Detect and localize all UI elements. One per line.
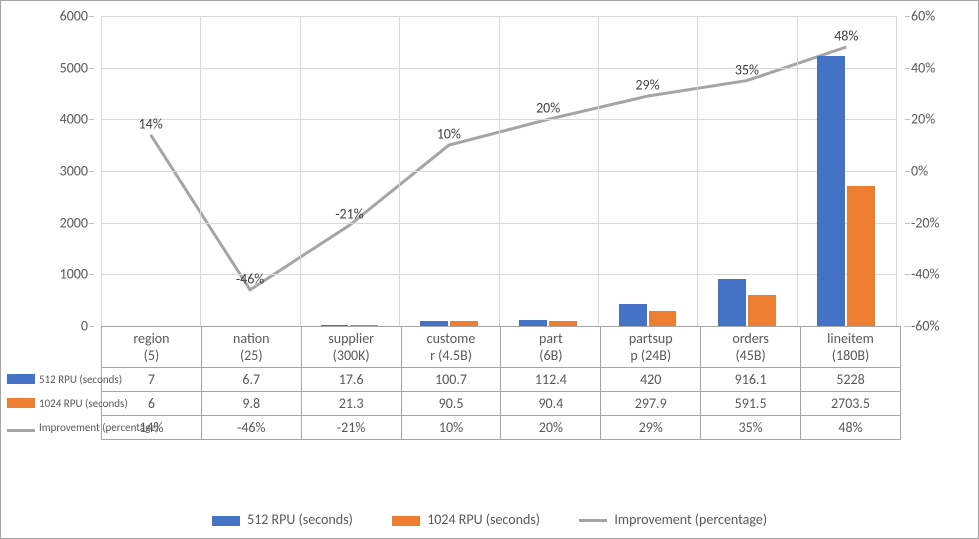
table-cell: 112.4 (501, 368, 601, 392)
category-separator (896, 16, 897, 326)
table-row-label: 1024 RPU (seconds) (1, 397, 97, 410)
table-cell: 9.8 (201, 392, 301, 416)
category-separator (101, 16, 102, 326)
line-data-label: -46% (236, 270, 265, 287)
y-left-tick-label: 3000 (60, 163, 88, 180)
legend-label-b: 1024 RPU (seconds) (427, 511, 540, 528)
legend-swatch-a (212, 516, 240, 526)
line-data-label: 10% (437, 126, 461, 143)
line-data-label: 48% (834, 27, 858, 44)
y-right-tick-label: -60% (911, 318, 940, 335)
table-cell: -46% (201, 416, 301, 440)
legend: 512 RPU (seconds) 1024 RPU (seconds) Imp… (1, 511, 978, 528)
y-left-tick-label: 5000 (60, 59, 88, 76)
table-col-header: part(6B) (501, 327, 601, 368)
table-cell: 916.1 (701, 368, 801, 392)
table-col-header: region(5) (102, 327, 202, 368)
table-cell: 35% (701, 416, 801, 440)
plot-area: 14% -46% -21% 10% 20% 29% 35% 48% (101, 16, 896, 326)
table-col-header: nation(25) (201, 327, 301, 368)
table-cell: 2703.5 (801, 392, 901, 416)
legend-swatch-b (392, 516, 420, 526)
y-right-tick-label: 40% (911, 59, 935, 76)
y-left-tick-label: 2000 (60, 214, 88, 231)
bar-series-b (847, 186, 875, 326)
table-row-series-b: 69.821.390.590.4297.9591.52703.5 (101, 392, 901, 416)
y-axis-right: -60%-40%-20%0%20%40%60% (903, 16, 978, 326)
table-row-series-a: 76.717.6100.7112.4420916.15228 (101, 368, 901, 392)
bar-series-a (817, 56, 845, 326)
table-cell: 591.5 (701, 392, 801, 416)
y-axis-left: 0100020003000400050006000 (1, 16, 96, 326)
table-cell: 21.3 (301, 392, 401, 416)
table-row-label: 512 RPU (seconds) (1, 373, 97, 386)
table-cell: 90.5 (401, 392, 501, 416)
table-row-label: Improvement (percentage) (1, 421, 97, 434)
y-left-tick-label: 6000 (60, 8, 88, 25)
table-cell: 420 (601, 368, 701, 392)
table-cell: 90.4 (501, 392, 601, 416)
y-left-tick-label: 1000 (60, 266, 88, 283)
table-cell: 48% (801, 416, 901, 440)
category-separator (797, 16, 798, 326)
y-left-tick-label: 0 (81, 318, 88, 335)
line-data-label: 14% (139, 115, 163, 132)
table-cell: 297.9 (601, 392, 701, 416)
chart-container: 0 1000 2000 3000 4000 5000 6000 -60% -40% -20% 0%… (0, 0, 979, 539)
bar-series-b (748, 295, 776, 326)
table-header-row: region(5)nation(25)supplier(300K)custome… (101, 327, 901, 368)
category-separator (499, 16, 500, 326)
category-separator (300, 16, 301, 326)
table-cell: 20% (501, 416, 601, 440)
y-right-tick-label: 60% (911, 8, 935, 25)
category-separator (598, 16, 599, 326)
table-cell: 5228 (801, 368, 901, 392)
bar-series-a (619, 304, 647, 326)
legend-line-c (579, 519, 607, 522)
table-cell: 10% (401, 416, 501, 440)
category-separator (697, 16, 698, 326)
y-right-tick-label: 0% (911, 163, 928, 180)
table-cell: -21% (301, 416, 401, 440)
table-col-header: partsupp (24B) (601, 327, 701, 368)
table-cell: 29% (601, 416, 701, 440)
bar-series-b (649, 311, 677, 326)
category-separator (200, 16, 201, 326)
y-right-tick-label: 20% (911, 111, 935, 128)
table-row-series-c: 14%-46%-21%10%20%29%35%48% (101, 416, 901, 440)
bar-series-a (718, 279, 746, 326)
line-data-label: -21% (335, 206, 364, 223)
table-cell: 100.7 (401, 368, 501, 392)
table-col-header: supplier(300K) (301, 327, 401, 368)
data-table: region(5)nation(25)supplier(300K)custome… (101, 326, 901, 440)
line-data-label: 20% (536, 100, 560, 117)
legend-label-a: 512 RPU (seconds) (247, 511, 353, 528)
line-data-label: 35% (735, 61, 759, 78)
table-cell: 17.6 (301, 368, 401, 392)
table-cell: 6.7 (201, 368, 301, 392)
legend-item-a: 512 RPU (seconds) (212, 511, 356, 528)
legend-label-c: Improvement (percentage) (614, 511, 767, 528)
y-left-tick-label: 4000 (60, 111, 88, 128)
line-data-label: 29% (635, 77, 659, 94)
y-right-tick-label: -40% (911, 266, 940, 283)
table-col-header: customer (4.5B) (401, 327, 501, 368)
legend-item-b: 1024 RPU (seconds) (392, 511, 543, 528)
y-right-tick-label: -20% (911, 214, 940, 231)
table-col-header: orders(45B) (701, 327, 801, 368)
legend-item-c: Improvement (percentage) (579, 511, 767, 528)
category-separator (399, 16, 400, 326)
table-col-header: lineitem(180B) (801, 327, 901, 368)
